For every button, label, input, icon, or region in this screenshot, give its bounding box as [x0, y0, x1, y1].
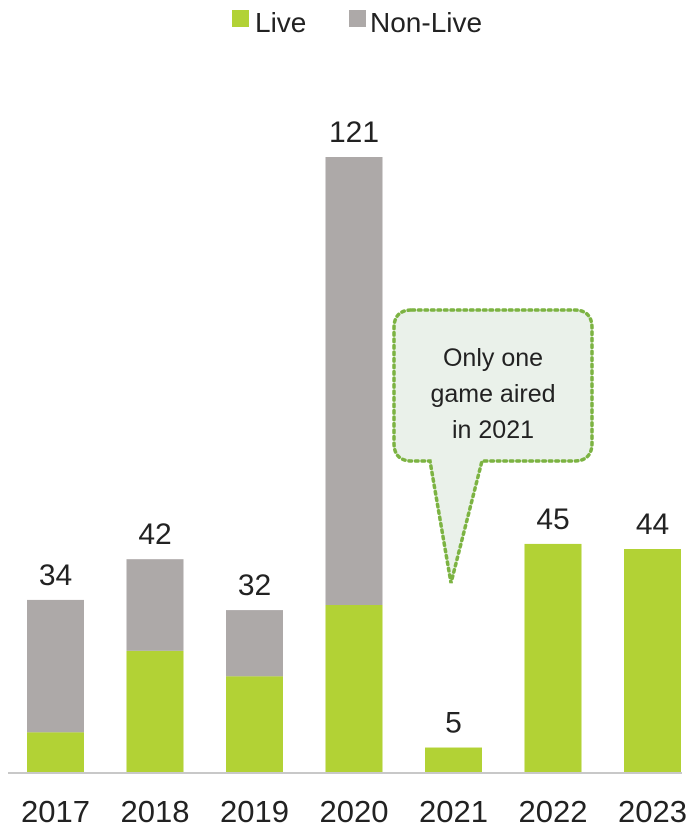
bar-non-live-2017 — [27, 599, 84, 733]
bars-layer — [27, 157, 681, 773]
bar-non-live-2018 — [126, 559, 184, 651]
bar-non-live-2019 — [226, 610, 283, 677]
callout-bubble — [392, 308, 594, 584]
bar-live-2018 — [126, 650, 184, 773]
bar-live-2022 — [524, 543, 582, 773]
bar-live-2021 — [425, 747, 482, 773]
legend-swatch-live — [232, 10, 249, 27]
total-label-2017: 34 — [39, 559, 72, 592]
callout: Only one game aired in 2021 — [392, 308, 594, 584]
bar-live-2019 — [226, 676, 283, 773]
bar-live-2020 — [325, 605, 383, 773]
total-label-2023: 44 — [636, 508, 669, 541]
callout-line-2: game aired — [430, 380, 555, 408]
x-tick-label-2022: 2022 — [519, 794, 588, 828]
total-label-2021: 5 — [445, 707, 462, 740]
legend-label-live: Live — [255, 7, 306, 38]
x-tick-label-2017: 2017 — [21, 794, 90, 828]
bar-live-2023 — [624, 549, 681, 773]
legend-swatch-non-live — [349, 10, 366, 27]
total-label-2022: 45 — [536, 503, 569, 536]
total-labels-layer: 34 42 32 121 5 45 44 — [39, 116, 669, 740]
legend-label-non-live: Non-Live — [370, 7, 482, 38]
x-tick-label-2019: 2019 — [220, 794, 289, 828]
bar-non-live-2020 — [325, 157, 383, 605]
x-tick-label-2020: 2020 — [320, 794, 389, 828]
total-label-2020: 121 — [329, 116, 379, 149]
bar-live-2017 — [27, 732, 84, 773]
x-tick-labels: 2017 2018 2019 2020 2021 2022 2023 — [21, 794, 687, 828]
total-label-2018: 42 — [138, 518, 171, 551]
callout-line-1: Only one — [443, 344, 543, 372]
total-label-2019: 32 — [238, 569, 271, 602]
x-tick-label-2023: 2023 — [618, 794, 687, 828]
x-tick-label-2021: 2021 — [419, 794, 488, 828]
x-tick-label-2018: 2018 — [121, 794, 190, 828]
callout-line-3: in 2021 — [452, 416, 534, 444]
legend: Live Non-Live — [232, 7, 482, 38]
